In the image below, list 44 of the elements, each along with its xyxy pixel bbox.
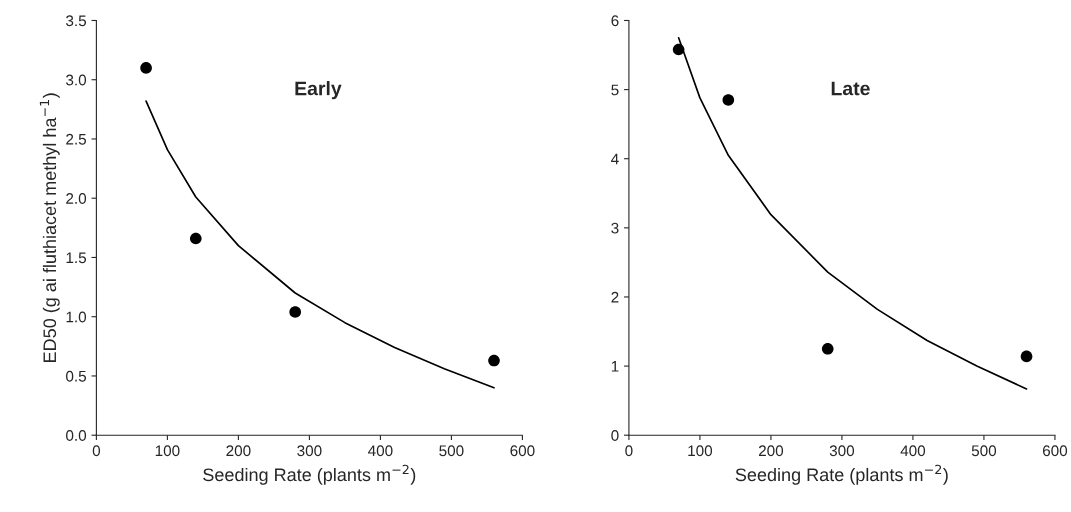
x-tick-label: 600 xyxy=(1042,445,1068,457)
x-tick-label: 300 xyxy=(297,445,322,457)
x-axis-title: Seeding Rate (plants m$^{−2}$) xyxy=(735,464,948,485)
y-axis-title: ED50 (g ai fluthiacet methyl ha$^{−1}$) xyxy=(39,93,60,362)
point xyxy=(140,62,152,74)
x-tick-label: 500 xyxy=(439,445,464,457)
y-tick-label: 6 xyxy=(611,15,619,27)
point xyxy=(488,354,500,367)
x-tick-label: 200 xyxy=(758,445,784,457)
x-tick-label: 0 xyxy=(92,445,101,457)
y-tick-label: 1.0 xyxy=(66,311,87,323)
y-tick-label: 1.5 xyxy=(66,252,87,264)
line-series xyxy=(145,100,495,389)
y-tick-label: 5 xyxy=(611,84,619,96)
point xyxy=(1020,350,1033,363)
y-tick-label: 0.0 xyxy=(66,430,87,441)
y-tick-label: 3 xyxy=(611,222,619,234)
point xyxy=(672,43,685,56)
y-tick-label: 2.5 xyxy=(66,133,87,145)
point xyxy=(289,306,302,318)
annotation: Early xyxy=(295,81,342,100)
x-tick-label: 600 xyxy=(510,445,535,457)
x-tick-label: 400 xyxy=(368,445,393,457)
y-tick-label: 0 xyxy=(611,430,619,441)
x-tick-label: 200 xyxy=(226,445,251,457)
x-tick-label: 0 xyxy=(625,445,633,457)
y-tick-label: 4 xyxy=(611,153,619,165)
y-tick-label: 3.0 xyxy=(66,74,87,86)
y-tick-label: 1 xyxy=(611,361,619,372)
x-tick-label: 100 xyxy=(688,445,713,457)
x-tick-label: 100 xyxy=(155,445,180,457)
x-tick-label: 400 xyxy=(900,445,926,457)
x-tick-label: 500 xyxy=(971,445,997,457)
y-tick-label: 2 xyxy=(611,291,619,303)
x-tick-label: 300 xyxy=(829,445,855,457)
y-tick-label: 0.5 xyxy=(66,370,87,382)
point xyxy=(722,94,735,106)
line-series xyxy=(677,36,1028,390)
y-tick-label: 2.0 xyxy=(66,193,87,204)
y-tick-label: 3.5 xyxy=(66,15,87,27)
point xyxy=(821,342,834,355)
annotation: Late xyxy=(831,81,870,96)
point xyxy=(189,232,202,245)
x-axis-title: Seeding Rate (plants m$^{−2}$) xyxy=(203,464,416,485)
